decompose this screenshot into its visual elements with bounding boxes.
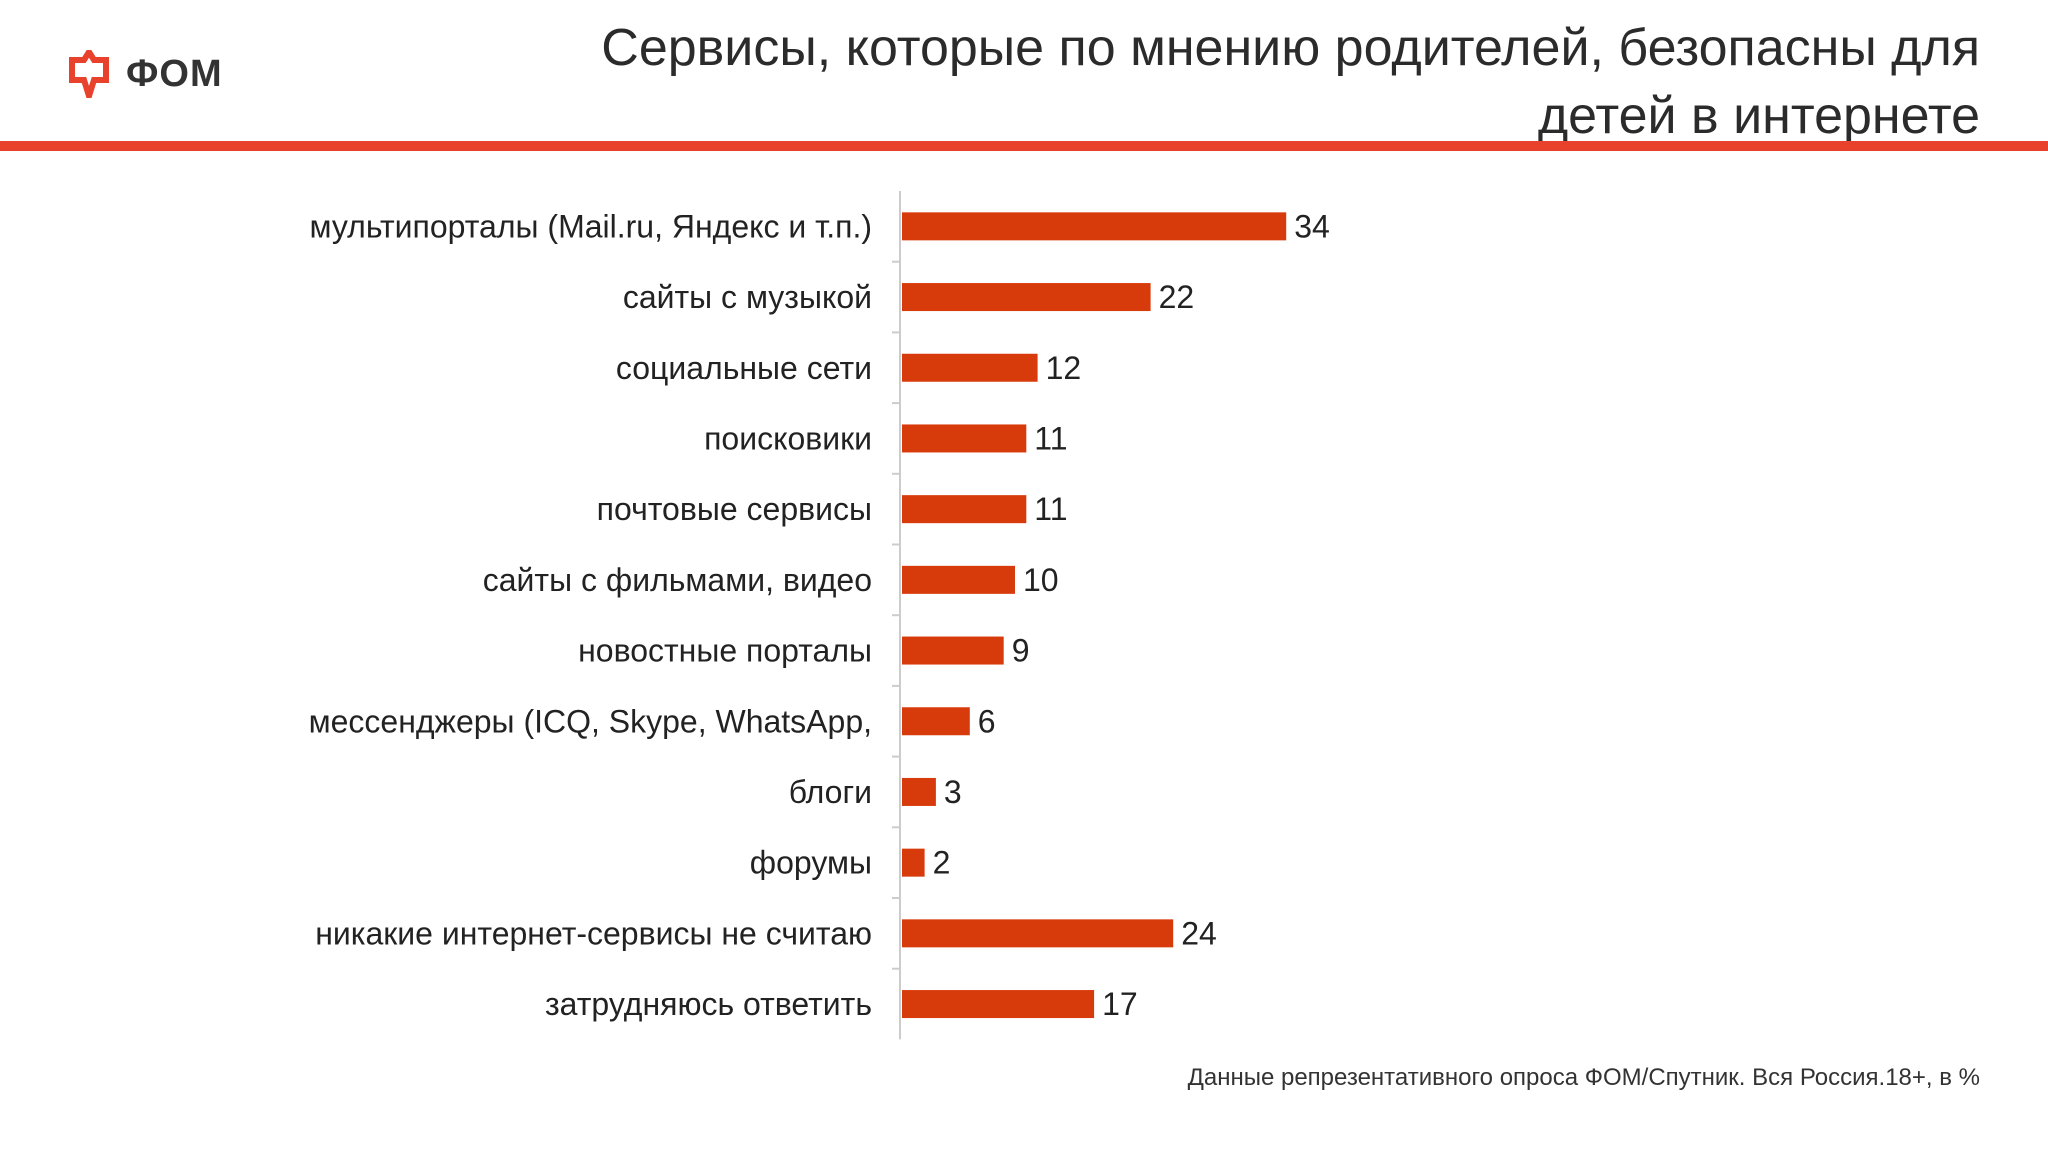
- value-label: 17: [1102, 986, 1138, 1022]
- logo: ФОМ: [68, 50, 223, 98]
- bar: [902, 212, 1287, 241]
- category-label: мультипорталы (Mail.ru, Яндекс и т.п.): [310, 208, 873, 244]
- value-label: 10: [1023, 562, 1059, 598]
- page-title: Сервисы, которые по мнению родителей, бе…: [601, 19, 1980, 145]
- category-label: сайты с фильмами, видео: [483, 562, 872, 598]
- category-label: затрудняюсь ответить: [545, 986, 872, 1022]
- logo-text: ФОМ: [126, 52, 223, 95]
- category-label: новостные порталы: [578, 633, 872, 669]
- category-label: почтовые сервисы: [597, 491, 872, 527]
- bar: [902, 990, 1095, 1019]
- value-label: 22: [1159, 279, 1195, 315]
- header-divider: [0, 141, 2048, 151]
- bar: [902, 919, 1174, 948]
- value-label: 12: [1046, 350, 1082, 386]
- bar: [902, 283, 1151, 312]
- category-label: социальные сети: [616, 350, 872, 386]
- bar: [902, 495, 1027, 524]
- category-label: мессенджеры (ICQ, Skype, WhatsApp,: [309, 703, 872, 739]
- footnote: Данные репрезентативного опроса ФОМ/Спут…: [1187, 1064, 1980, 1091]
- value-label: 11: [1034, 420, 1067, 456]
- value-label: 9: [1012, 633, 1030, 669]
- value-label: 11: [1034, 491, 1067, 527]
- bar: [902, 848, 925, 877]
- bar: [902, 565, 1015, 594]
- bar: [902, 424, 1027, 453]
- bar: [902, 353, 1038, 382]
- value-label: 2: [933, 845, 951, 881]
- category-label: поисковики: [704, 420, 872, 456]
- bar: [902, 707, 970, 736]
- category-label: сайты с музыкой: [623, 279, 872, 315]
- bar: [902, 636, 1004, 665]
- category-label: форумы: [750, 845, 872, 881]
- value-label: 24: [1181, 915, 1217, 951]
- category-label: никакие интернет-сервисы не считаю: [315, 915, 872, 951]
- value-label: 3: [944, 774, 962, 810]
- bar: [902, 777, 936, 806]
- category-label: блоги: [789, 774, 872, 810]
- fom-logo-icon: [69, 50, 109, 98]
- value-label: 6: [978, 703, 996, 739]
- value-label: 34: [1294, 208, 1330, 244]
